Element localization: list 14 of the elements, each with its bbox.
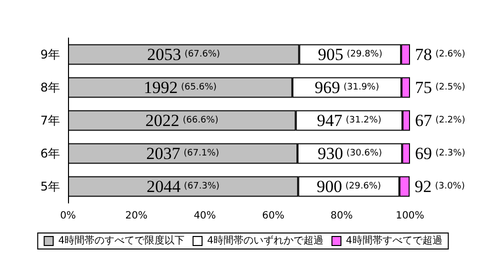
y-tick-label: 6年 bbox=[40, 146, 60, 160]
x-tick-label: 0% bbox=[60, 210, 76, 222]
legend-label: 4時間帯のすべてで限度以下 bbox=[58, 234, 185, 246]
y-tick-label: 8年 bbox=[40, 80, 60, 94]
y-tick-label: 9年 bbox=[40, 48, 60, 62]
x-tick-label: 60% bbox=[262, 210, 284, 222]
x-tick-label: 40% bbox=[194, 210, 216, 222]
x-tick-label: 80% bbox=[330, 210, 353, 222]
legend-label: 4時間帯のいずれかで超過 bbox=[207, 234, 324, 246]
legend-label: 4時間帯すべてで超過 bbox=[346, 234, 442, 246]
y-tick-label: 5年 bbox=[40, 180, 60, 194]
x-tick-label: 20% bbox=[125, 210, 148, 222]
y-tick-label: 7年 bbox=[40, 114, 60, 128]
x-tick-label: 100% bbox=[396, 210, 424, 222]
